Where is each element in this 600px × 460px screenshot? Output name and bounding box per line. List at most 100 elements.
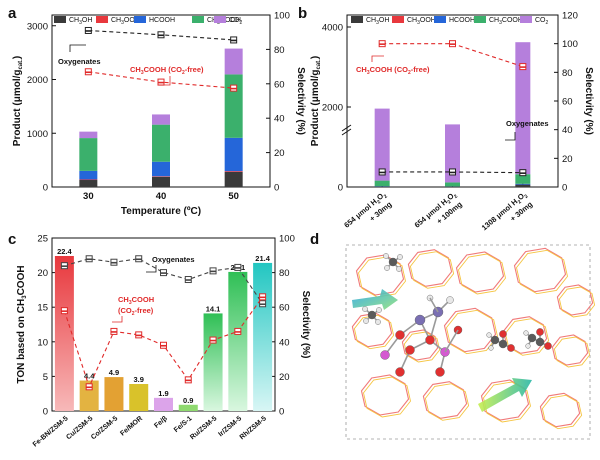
bond	[444, 329, 459, 353]
text-run: COOH	[16, 265, 27, 295]
structure-frame	[345, 244, 591, 440]
text-run: 3	[376, 20, 379, 26]
text-run: CH	[366, 17, 376, 24]
oxygen-atom	[395, 367, 405, 377]
bar-segment-hcooh	[515, 183, 531, 185]
bar-segment-co2	[374, 108, 390, 181]
oxygenates-annotation-arrow	[69, 44, 86, 52]
panel-d-structure-illustration	[345, 244, 596, 440]
bar-6	[203, 313, 223, 411]
y-axis-label: Product (μmol/gcat.)	[310, 56, 322, 146]
bar-segment-ch3cooh	[515, 174, 531, 184]
carbon-atom	[388, 257, 398, 267]
legend-swatch-co2	[214, 16, 226, 23]
text-run: O	[516, 191, 526, 202]
text-run: OH	[379, 17, 390, 24]
bar-5	[178, 404, 198, 411]
incoming-arrow	[352, 289, 398, 310]
framework-ring	[455, 251, 505, 293]
text-run: OOH	[124, 17, 140, 24]
hydrogen-atom	[488, 345, 494, 351]
text-run: COOH (CO	[144, 65, 182, 74]
y-tick-label: 2000	[27, 75, 48, 86]
text-run: 2	[546, 20, 549, 26]
hydrogen-atom	[396, 266, 402, 272]
bar-segment-ch3cooh	[152, 124, 170, 162]
y2-tick-label: 40	[274, 114, 285, 125]
text-run: 3	[121, 20, 124, 26]
bar-segment-co2	[445, 124, 460, 183]
bar-7	[228, 271, 248, 411]
text-run: CH	[111, 17, 121, 24]
x-tick-label: Fe-BN/ZSM-5	[32, 415, 70, 448]
y2-tick-label: 80	[562, 68, 573, 79]
hydrogen-atom	[375, 319, 381, 325]
framework-ring-inner	[446, 309, 498, 355]
x-tick-label: Rh/ZSM-5	[239, 415, 268, 441]
oxygen-atom	[405, 345, 415, 355]
text-run: 2	[446, 199, 452, 206]
text-run: 2	[517, 199, 523, 206]
text-run: COOH (CO	[370, 65, 408, 74]
carbon-atom	[535, 337, 545, 347]
y2-tick-label: 40	[562, 125, 573, 136]
panel-letter-d: d	[310, 231, 319, 248]
bar-3	[129, 384, 149, 411]
y2-tick-label: 60	[279, 303, 290, 314]
framework-ring-inner	[403, 331, 441, 363]
framework-ring-inner	[363, 376, 411, 418]
text-run: -free)	[411, 65, 430, 74]
acetic-acid-annotation-line2: (CO2-free)	[118, 306, 154, 317]
x-tick-label: Fe/MOR	[119, 415, 144, 437]
bar-segment-ch3cooh	[374, 180, 390, 187]
text-run: 3	[417, 20, 420, 26]
bar-data-label: 21.4	[255, 254, 270, 263]
oxygenates-annotation: Oxygenates	[58, 57, 101, 66]
oxygen-atom	[507, 344, 515, 352]
bond	[429, 297, 439, 313]
text-run: OOH	[420, 17, 436, 24]
text-run: -free)	[185, 65, 204, 74]
text-run: 3	[141, 70, 144, 76]
framework-ring	[539, 392, 581, 428]
legend-label-ch3ooh: CH3OOH	[407, 17, 436, 26]
bar-data-label: 1.9	[158, 389, 168, 398]
framework-ring-inner	[553, 336, 591, 368]
y2-tick-label: 0	[274, 183, 279, 194]
y2-tick-label: 20	[562, 154, 573, 165]
text-run: 2	[523, 193, 529, 200]
panel-letter-c: c	[8, 231, 16, 248]
bar-segment-ch3ooh	[224, 171, 243, 172]
x-tick-label: Ru/ZSM-5	[189, 415, 218, 441]
oxygenates-annotation: Oxygenates	[152, 255, 195, 264]
bar-segment-ch3cooh	[445, 182, 460, 187]
text-run: CO	[535, 17, 546, 24]
text-run: 2	[132, 311, 135, 317]
acetic-acid-annotation-arrow	[158, 76, 171, 86]
text-run: O	[375, 191, 385, 202]
y2-tick-label: 0	[279, 407, 284, 418]
panel-letter-a: a	[8, 5, 17, 22]
bar-segment-ch3cooh	[79, 138, 98, 171]
text-run: CH	[489, 17, 499, 24]
text-run: CO	[229, 17, 240, 24]
text-run: O	[445, 191, 455, 202]
bar-segment-co2	[224, 48, 243, 75]
legend-label-hcooh: HCOOH	[449, 17, 475, 24]
y-tick-label: 3000	[27, 21, 48, 32]
y2-tick-label: 60	[274, 79, 285, 90]
zeolite-framework	[351, 247, 596, 430]
axis-break-mark	[341, 128, 352, 136]
y2-axis-label: Selectivity (%)	[583, 67, 594, 135]
legend-label-co2: CO2	[535, 17, 549, 26]
text-run: COOH	[132, 295, 155, 304]
text-run: -free)	[135, 306, 154, 315]
carbon-atom	[367, 310, 377, 320]
framework-ring-inner	[458, 253, 506, 295]
axis-break-mark	[341, 124, 352, 132]
y-tick-label: 15	[37, 303, 48, 314]
hydrogen-atom	[362, 306, 368, 312]
text-run: )	[310, 56, 321, 59]
acetic-acid-annotation-arrow	[112, 316, 123, 323]
text-run: CH	[130, 65, 141, 74]
